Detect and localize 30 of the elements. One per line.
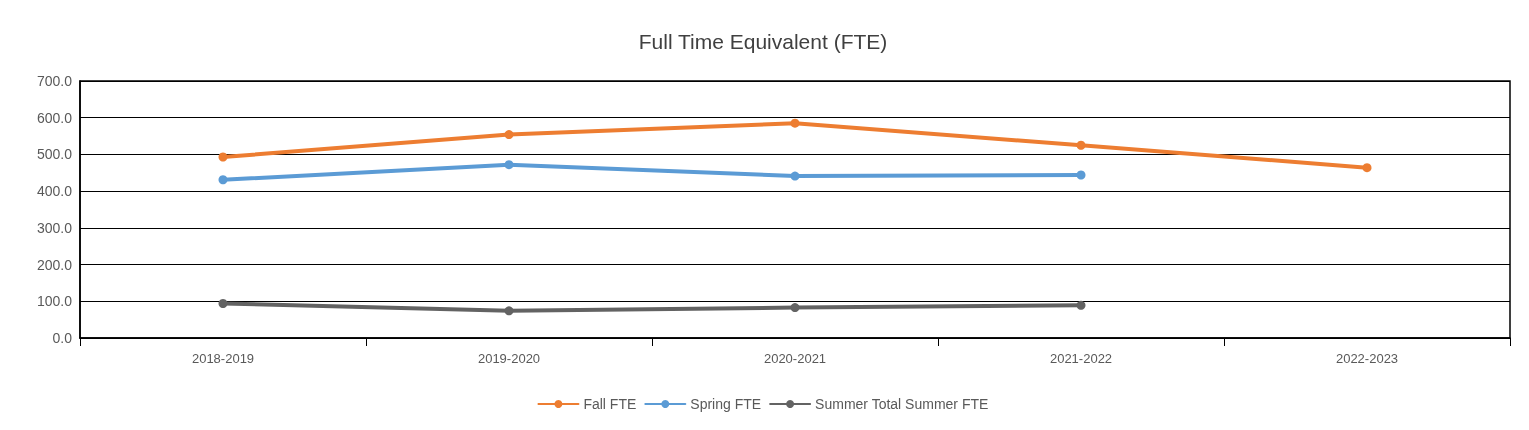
x-tick-label: 2021-2022	[1049, 351, 1113, 366]
point	[504, 306, 514, 316]
y-tick-label: 200.0	[36, 256, 73, 273]
y-tick-label: 400.0	[36, 183, 73, 200]
point	[218, 298, 228, 308]
point	[1076, 300, 1086, 310]
y-tick-label: 600.0	[36, 109, 73, 126]
legend-label: Fall FTE	[583, 396, 637, 412]
point	[790, 118, 800, 128]
legend-label: Spring FTE	[690, 396, 762, 412]
y-tick-label: 700.0	[36, 73, 73, 89]
point	[1076, 140, 1086, 150]
point	[218, 175, 228, 185]
legend-label: Summer Total Summer FTE	[815, 396, 989, 412]
x-tick-label: 2019-2020	[477, 351, 541, 366]
x-tick-label: 2018-2019	[191, 351, 255, 366]
point	[790, 171, 800, 181]
y-tick-label: 500.0	[36, 146, 73, 163]
y-tick-label: 0.0	[52, 330, 73, 346]
point	[218, 152, 228, 162]
x-tick-label: 2022-2023	[1335, 351, 1399, 366]
chart-title: Full Time Equivalent (FTE)	[638, 30, 888, 53]
point	[790, 303, 800, 313]
point	[504, 160, 514, 170]
x-tick-label: 2020-2021	[763, 351, 827, 366]
y-tick-label: 300.0	[36, 219, 73, 236]
point	[1362, 163, 1372, 173]
point	[1076, 170, 1086, 180]
y-tick-label: 100.0	[36, 293, 73, 310]
point	[504, 130, 514, 140]
